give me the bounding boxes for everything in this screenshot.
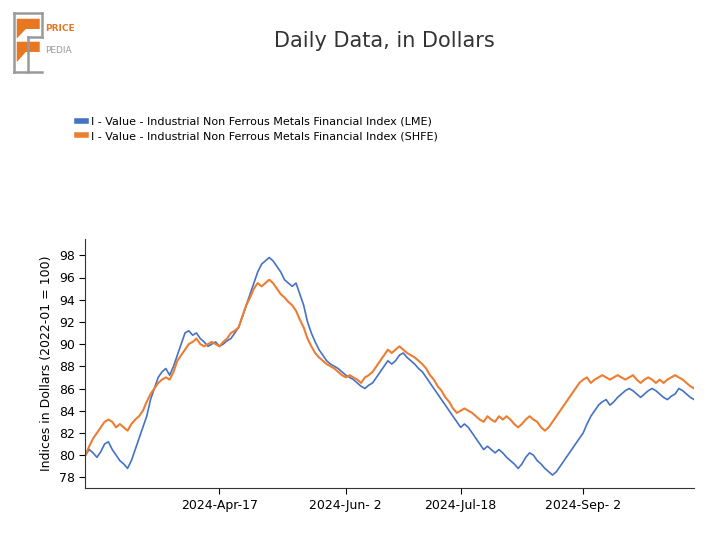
Polygon shape — [17, 19, 40, 38]
Polygon shape — [17, 42, 40, 62]
Text: PEDIA: PEDIA — [45, 46, 72, 55]
Y-axis label: Indices in Dollars (2022-01 = 100): Indices in Dollars (2022-01 = 100) — [41, 256, 53, 471]
Text: PRICE: PRICE — [45, 24, 75, 33]
Text: Daily Data, in Dollars: Daily Data, in Dollars — [274, 31, 495, 51]
Legend: I - Value - Industrial Non Ferrous Metals Financial Index (LME), I - Value - Ind: I - Value - Industrial Non Ferrous Metal… — [77, 117, 438, 142]
